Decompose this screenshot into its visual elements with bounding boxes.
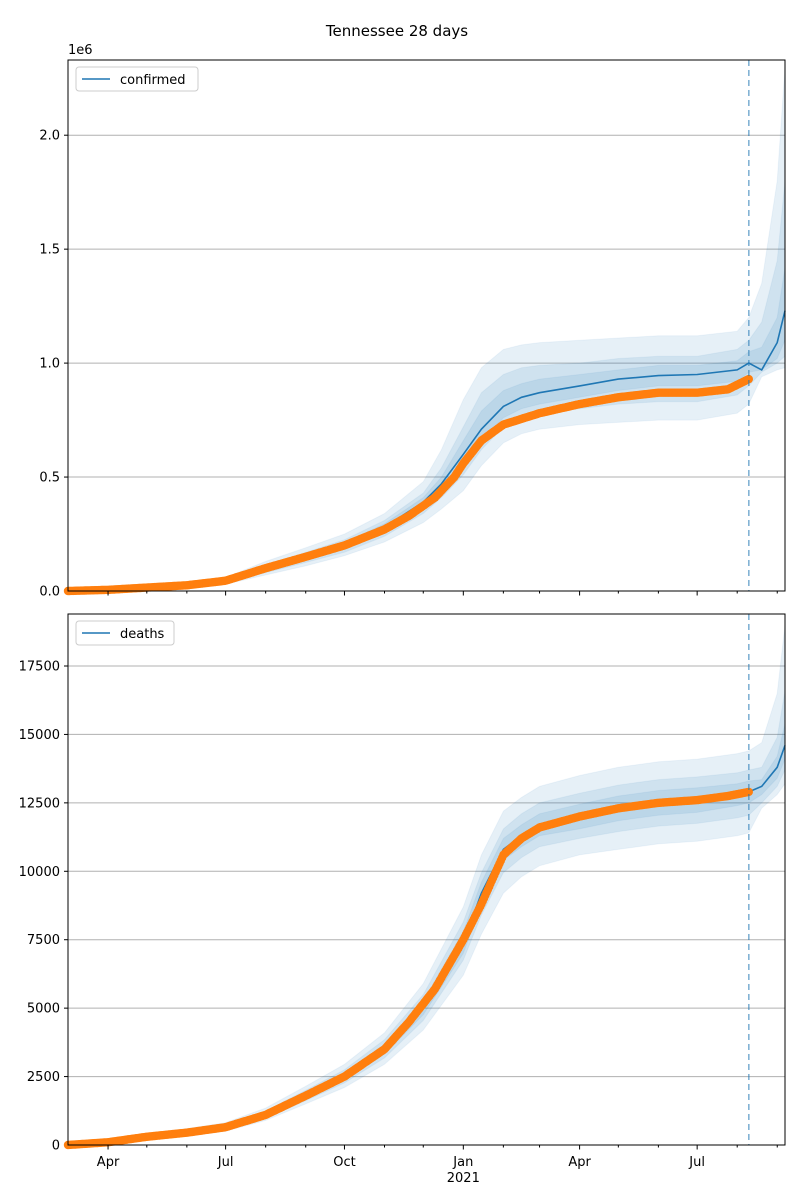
observed-point bbox=[744, 374, 753, 384]
y-tick-label: 1.0 bbox=[39, 357, 60, 372]
y-multiplier-label: 1e6 bbox=[68, 43, 93, 58]
x-year-label: 2021 bbox=[447, 1171, 480, 1186]
uncertainty-band bbox=[67, 66, 786, 592]
x-tick-label: Apr bbox=[97, 1155, 120, 1170]
y-tick-label: 0.5 bbox=[39, 471, 60, 486]
x-tick-label: Oct bbox=[333, 1155, 355, 1170]
confirmed-panel: 0.0 0.5 1.0 1.5 2.0 1e6 confirmed bbox=[39, 43, 786, 600]
legend-label: deaths bbox=[120, 627, 165, 642]
y-tick-label: 5000 bbox=[27, 1002, 60, 1017]
x-tick-label: Apr bbox=[568, 1155, 591, 1170]
y-tick-label: 7500 bbox=[27, 933, 60, 948]
legend-box bbox=[75, 620, 175, 646]
y-tick-label: 12500 bbox=[19, 796, 60, 811]
x-axis: Apr Jul Oct Jan Apr Jul 2021 bbox=[97, 1155, 705, 1186]
plot-frame bbox=[67, 59, 786, 592]
y-tick-label: 10000 bbox=[19, 865, 60, 880]
legend-box bbox=[75, 66, 199, 92]
y-tick-label: 2.0 bbox=[39, 129, 60, 144]
chart-title: Tennessee 28 days bbox=[325, 22, 468, 40]
x-tick-label: Jan bbox=[452, 1155, 473, 1170]
legend: confirmed bbox=[75, 66, 199, 92]
y-tick-label: 15000 bbox=[19, 728, 60, 743]
y-tick-label: 1.5 bbox=[39, 243, 60, 258]
x-tick-label: Jul bbox=[688, 1155, 705, 1170]
y-tick-label: 17500 bbox=[19, 660, 60, 675]
uncertainty-band bbox=[67, 267, 786, 592]
legend-label: confirmed bbox=[120, 73, 186, 88]
plot-frame bbox=[67, 613, 786, 1146]
observed-point bbox=[744, 787, 753, 797]
x-tick-label: Jul bbox=[217, 1155, 234, 1170]
legend: deaths bbox=[75, 620, 175, 646]
y-tick-label: 2500 bbox=[27, 1070, 60, 1085]
y-tick-label: 0.0 bbox=[39, 585, 60, 600]
uncertainty-band bbox=[67, 624, 786, 1146]
y-tick-label: 0 bbox=[52, 1139, 60, 1154]
deaths-panel: 0 2500 5000 7500 10000 12500 15000 17500 deaths bbox=[19, 613, 786, 1154]
